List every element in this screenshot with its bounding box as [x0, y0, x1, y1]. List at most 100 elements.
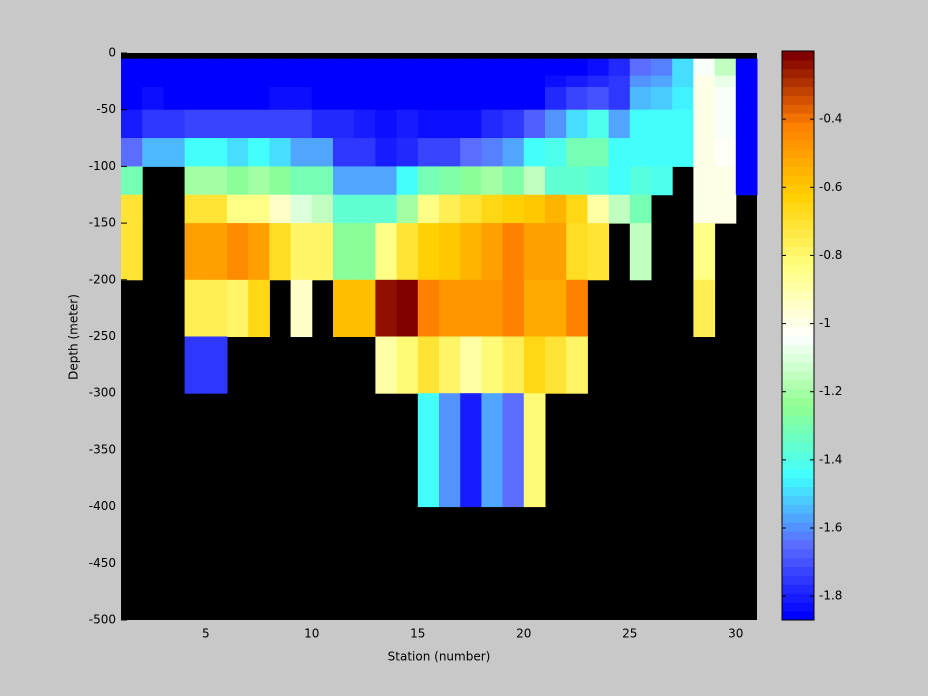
heatmap-cell: [566, 194, 588, 224]
heatmap-cell: [481, 138, 504, 167]
colorbar-swatch: [782, 264, 814, 274]
heatmap-cell: [121, 75, 143, 88]
heatmap-cell: [651, 58, 673, 77]
heatmap-cell: [354, 138, 376, 167]
colorbar-swatch: [782, 51, 814, 61]
heatmap-cell: [439, 166, 461, 196]
heatmap-cell: [735, 75, 758, 88]
heatmap-cell: [142, 109, 164, 139]
y-tick-label: -500: [89, 613, 116, 627]
heatmap-cell: [460, 194, 482, 224]
heatmap-cell: [290, 58, 313, 77]
heatmap-cell: [333, 166, 355, 196]
heatmap-cell: [333, 138, 355, 167]
heatmap-cell: [396, 109, 419, 139]
heatmap-cell: [608, 166, 631, 196]
heatmap-cell: [714, 87, 737, 111]
heatmap-cell: [439, 58, 461, 77]
heatmap-cell: [502, 138, 525, 167]
heatmap-cell: [481, 58, 504, 77]
colorbar-swatch: [782, 353, 814, 363]
heatmap-cell: [417, 393, 440, 508]
colorbar-swatch: [782, 406, 814, 416]
heatmap-cell: [354, 75, 376, 88]
colorbar-swatch: [782, 486, 814, 496]
heatmap-cell: [375, 336, 398, 394]
heatmap-cell: [269, 166, 292, 196]
heatmap-cell: [460, 138, 482, 167]
heatmap-cell: [184, 138, 207, 167]
heatmap-cell: [375, 138, 398, 167]
heatmap-cell: [184, 279, 207, 337]
heatmap-cell: [523, 194, 546, 224]
heatmap-cell: [311, 58, 334, 77]
heatmap-cell: [248, 75, 270, 88]
heatmap-cell: [311, 138, 334, 167]
heatmap-cell: [375, 75, 398, 88]
colorbar-swatch: [782, 335, 814, 345]
heatmap-cell: [248, 166, 270, 196]
heatmap-cell: [439, 109, 461, 139]
heatmap-cell: [121, 223, 143, 281]
heatmap-cell: [163, 75, 186, 88]
heatmap-cell: [417, 166, 440, 196]
heatmap-cell: [333, 279, 355, 337]
heatmap-cell: [523, 75, 546, 88]
heatmap-cell: [735, 87, 758, 111]
heatmap-cell: [481, 75, 504, 88]
heatmap-cell: [311, 87, 334, 111]
heatmap-cell: [460, 336, 482, 394]
heatmap-cell: [227, 279, 249, 337]
heatmap-cell: [714, 138, 737, 167]
y-tick-label: -300: [89, 386, 116, 400]
heatmap-cell: [417, 279, 440, 337]
heatmap-cell: [523, 87, 546, 111]
heatmap-cell: [587, 138, 610, 167]
heatmap-cell: [460, 58, 482, 77]
heatmap-cell: [227, 194, 249, 224]
heatmap-cell: [396, 58, 419, 77]
heatmap-cell: [735, 138, 758, 167]
heatmap-cell: [693, 87, 716, 111]
heatmap-cell: [163, 87, 186, 111]
colorbar-swatch: [782, 131, 814, 141]
heatmap-cell: [545, 166, 567, 196]
colorbar-swatch: [782, 211, 814, 221]
colorbar-swatch: [782, 602, 814, 612]
heatmap-cell: [566, 75, 588, 88]
heatmap-cell: [502, 336, 525, 394]
heatmap-cell: [481, 279, 504, 337]
heatmap-cell: [629, 223, 652, 281]
colorbar-swatch: [782, 468, 814, 479]
heatmap-cell: [735, 109, 758, 139]
heatmap-cell: [396, 223, 419, 281]
heatmap-cell: [184, 223, 207, 281]
colorbar-tick-label: -1.6: [819, 521, 842, 535]
x-tick-label: 10: [304, 627, 319, 641]
colorbar-tick-label: -0.8: [819, 248, 842, 262]
heatmap-cell: [375, 87, 398, 111]
colorbar-swatch: [782, 371, 814, 381]
colorbar-swatch: [782, 593, 814, 603]
y-tick-label: -400: [89, 499, 116, 513]
x-tick-label: 25: [622, 627, 637, 641]
heatmap-cell: [523, 393, 546, 508]
colorbar-swatch: [782, 282, 814, 292]
heatmap-cell: [417, 109, 440, 139]
heatmap-cell: [587, 75, 610, 88]
heatmap-cell: [545, 279, 567, 337]
heatmap-cell: [227, 58, 249, 77]
colorbar-frame: [781, 50, 815, 621]
heatmap-cell: [672, 138, 694, 167]
heatmap-cell: [672, 58, 694, 77]
heatmap-cell: [417, 58, 440, 77]
colorbar-swatch: [782, 148, 814, 159]
heatmap-cell: [545, 194, 567, 224]
heatmap-cell: [184, 109, 207, 139]
colorbar-tick-label: -1: [819, 316, 831, 330]
heatmap-cell: [481, 87, 504, 111]
heatmap-cell: [396, 194, 419, 224]
heatmap-cell: [672, 75, 694, 88]
colorbar-swatch: [782, 557, 814, 568]
y-tick-label: -250: [89, 329, 116, 343]
